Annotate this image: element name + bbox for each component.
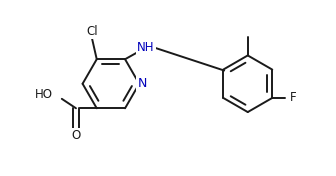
Text: N: N (137, 77, 147, 90)
Text: F: F (290, 91, 297, 104)
Text: O: O (71, 129, 81, 142)
Text: NH: NH (137, 41, 155, 54)
Text: Cl: Cl (86, 25, 98, 38)
Text: HO: HO (35, 88, 53, 101)
